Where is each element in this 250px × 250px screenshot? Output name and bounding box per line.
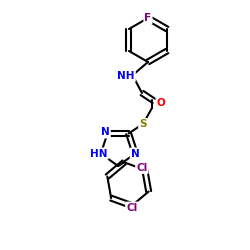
Text: N: N <box>101 128 110 138</box>
Text: S: S <box>139 119 147 129</box>
Text: Cl: Cl <box>136 163 147 173</box>
Text: N: N <box>131 148 140 158</box>
Text: Cl: Cl <box>126 203 138 213</box>
Text: O: O <box>156 98 166 108</box>
Text: HN: HN <box>90 148 108 158</box>
Text: NH: NH <box>117 71 135 81</box>
Text: F: F <box>144 13 152 23</box>
